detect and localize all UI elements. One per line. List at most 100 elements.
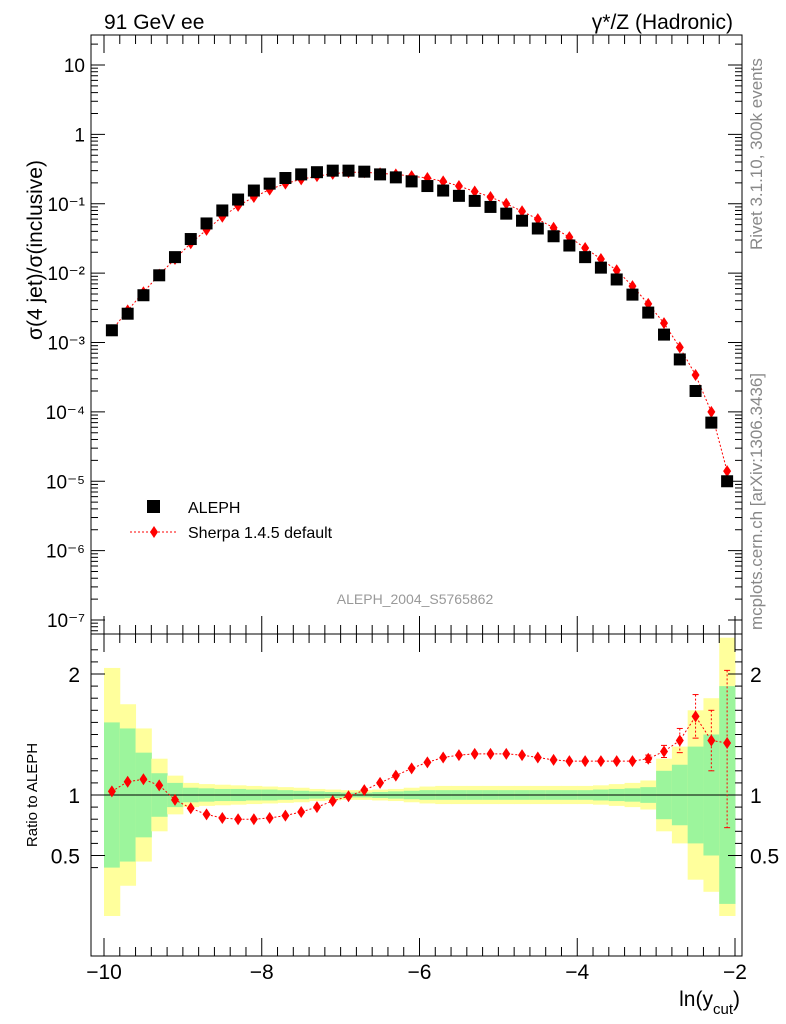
legend-aleph-marker — [147, 500, 160, 513]
lower-frame — [90, 633, 743, 957]
upper-aleph-series — [105, 164, 734, 488]
ratio-point — [297, 805, 306, 818]
ratio-point — [312, 801, 321, 814]
upper-frame — [90, 34, 743, 635]
ratio-point — [675, 734, 684, 747]
aleph-point — [342, 164, 355, 177]
aleph-point — [673, 353, 686, 366]
aleph-point — [705, 416, 718, 429]
aleph-point — [658, 328, 671, 341]
lower-ticks — [91, 634, 742, 956]
lower-y-tick-label-right: 2 — [750, 664, 762, 687]
aleph-point — [452, 189, 465, 202]
sherpa-point — [486, 191, 495, 204]
mcplots-label: mcplots.cern.ch [arXiv:1306.3436] — [747, 373, 766, 630]
upper-y-tick-label: 10⁻⁴ — [46, 403, 85, 424]
sherpa-point — [675, 341, 684, 354]
aleph-point — [137, 289, 150, 302]
legend-sherpa-marker — [150, 526, 158, 538]
aleph-point — [468, 194, 481, 207]
aleph-point — [310, 166, 323, 179]
upper-y-tick-label: 10⁻⁶ — [46, 542, 85, 563]
aleph-point — [500, 207, 513, 220]
aleph-point — [610, 273, 623, 286]
aleph-point — [484, 200, 497, 213]
aleph-point — [421, 180, 434, 193]
ratio-point — [660, 745, 669, 758]
ratio-point — [234, 813, 243, 826]
ratio-point — [581, 755, 590, 768]
aleph-point — [642, 306, 655, 319]
aleph-point — [389, 171, 402, 184]
upper-panel: σ(4 jet)/σ(inclusive) 10 1 10⁻¹ 10⁻² 10⁻³ 10⁻… — [24, 34, 743, 635]
upper-y-tick-label: 10⁻¹ — [48, 195, 86, 216]
header-left-title: 91 GeV ee — [104, 11, 204, 34]
uncertainty-bands — [104, 637, 736, 916]
legend-sherpa-label: Sherpa 1.4.5 default — [188, 525, 333, 542]
ratio-point — [218, 811, 227, 824]
aleph-point — [437, 184, 450, 197]
aleph-point — [547, 230, 560, 243]
ratio-point — [360, 784, 369, 797]
upper-y-tick-label: 10 — [64, 56, 85, 77]
ratio-point — [186, 802, 195, 815]
ratio-point — [107, 785, 116, 798]
aleph-point — [516, 214, 529, 227]
ratio-point — [691, 710, 700, 723]
legend-aleph-label: ALEPH — [188, 500, 240, 517]
sherpa-point — [660, 317, 669, 330]
ratio-point — [202, 808, 211, 821]
aleph-point — [121, 307, 134, 320]
lower-y-tick-label-right: 1 — [750, 785, 762, 808]
ratio-point — [439, 751, 448, 764]
lower-y-tick-label-left: 1 — [68, 785, 80, 808]
ratio-line — [111, 715, 728, 820]
aleph-point — [326, 164, 339, 177]
ratio-point — [423, 756, 432, 769]
ratio-point — [644, 752, 653, 765]
ratio-point — [723, 736, 732, 749]
lower-y-axis-label: Ratio to ALEPH — [24, 743, 41, 847]
ratio-point — [170, 793, 179, 806]
ratio-point — [470, 747, 479, 760]
ratio-point — [281, 809, 290, 822]
upper-y-tick-label: 1 — [74, 125, 85, 146]
sherpa-point — [470, 185, 479, 198]
ratio-point — [549, 753, 558, 766]
aleph-point — [216, 204, 229, 217]
ratio-point — [249, 813, 258, 826]
sherpa-line — [111, 171, 728, 472]
ratio-point — [155, 779, 164, 792]
legend: ALEPH Sherpa 1.4.5 default — [130, 500, 333, 542]
ratio-point — [518, 749, 527, 762]
ratio-point — [407, 762, 416, 775]
sherpa-point — [691, 369, 700, 382]
aleph-point — [579, 251, 592, 264]
sherpa-point — [502, 197, 511, 210]
aleph-point — [295, 168, 308, 181]
header-right-title: γ*/Z (Hadronic) — [592, 11, 733, 34]
upper-y-axis-label: σ(4 jet)/σ(inclusive) — [24, 160, 47, 340]
upper-y-tick-label: 10⁻² — [48, 264, 86, 285]
upper-y-tick-label: 10⁻⁵ — [46, 472, 85, 493]
ratio-point — [344, 790, 353, 803]
x-tick-label: −8 — [250, 961, 274, 984]
lower-panel: 2 2 1 1 0.5 0.5 −10 −8 −6 −4 −2 Ratio to ALEPH ln(… — [24, 633, 779, 1018]
lower-y-tick-label-left: 2 — [68, 664, 80, 687]
sherpa-point — [612, 264, 621, 277]
ratio-point — [376, 776, 385, 789]
ratio-point — [596, 755, 605, 768]
ratio-point — [612, 755, 621, 768]
aleph-point — [374, 168, 387, 181]
lower-y-tick-label-left: 0.5 — [51, 846, 80, 869]
ratio-point — [565, 755, 574, 768]
aleph-point — [153, 269, 166, 282]
lower-sherpa-series — [107, 669, 732, 829]
aleph-point — [247, 184, 260, 197]
ratio-point — [502, 747, 511, 760]
upper-ticks — [91, 35, 742, 634]
ratio-point — [454, 749, 463, 762]
upper-y-tick-label: 10⁻⁷ — [47, 611, 85, 632]
x-axis-label: ln(ycut) — [679, 988, 740, 1018]
